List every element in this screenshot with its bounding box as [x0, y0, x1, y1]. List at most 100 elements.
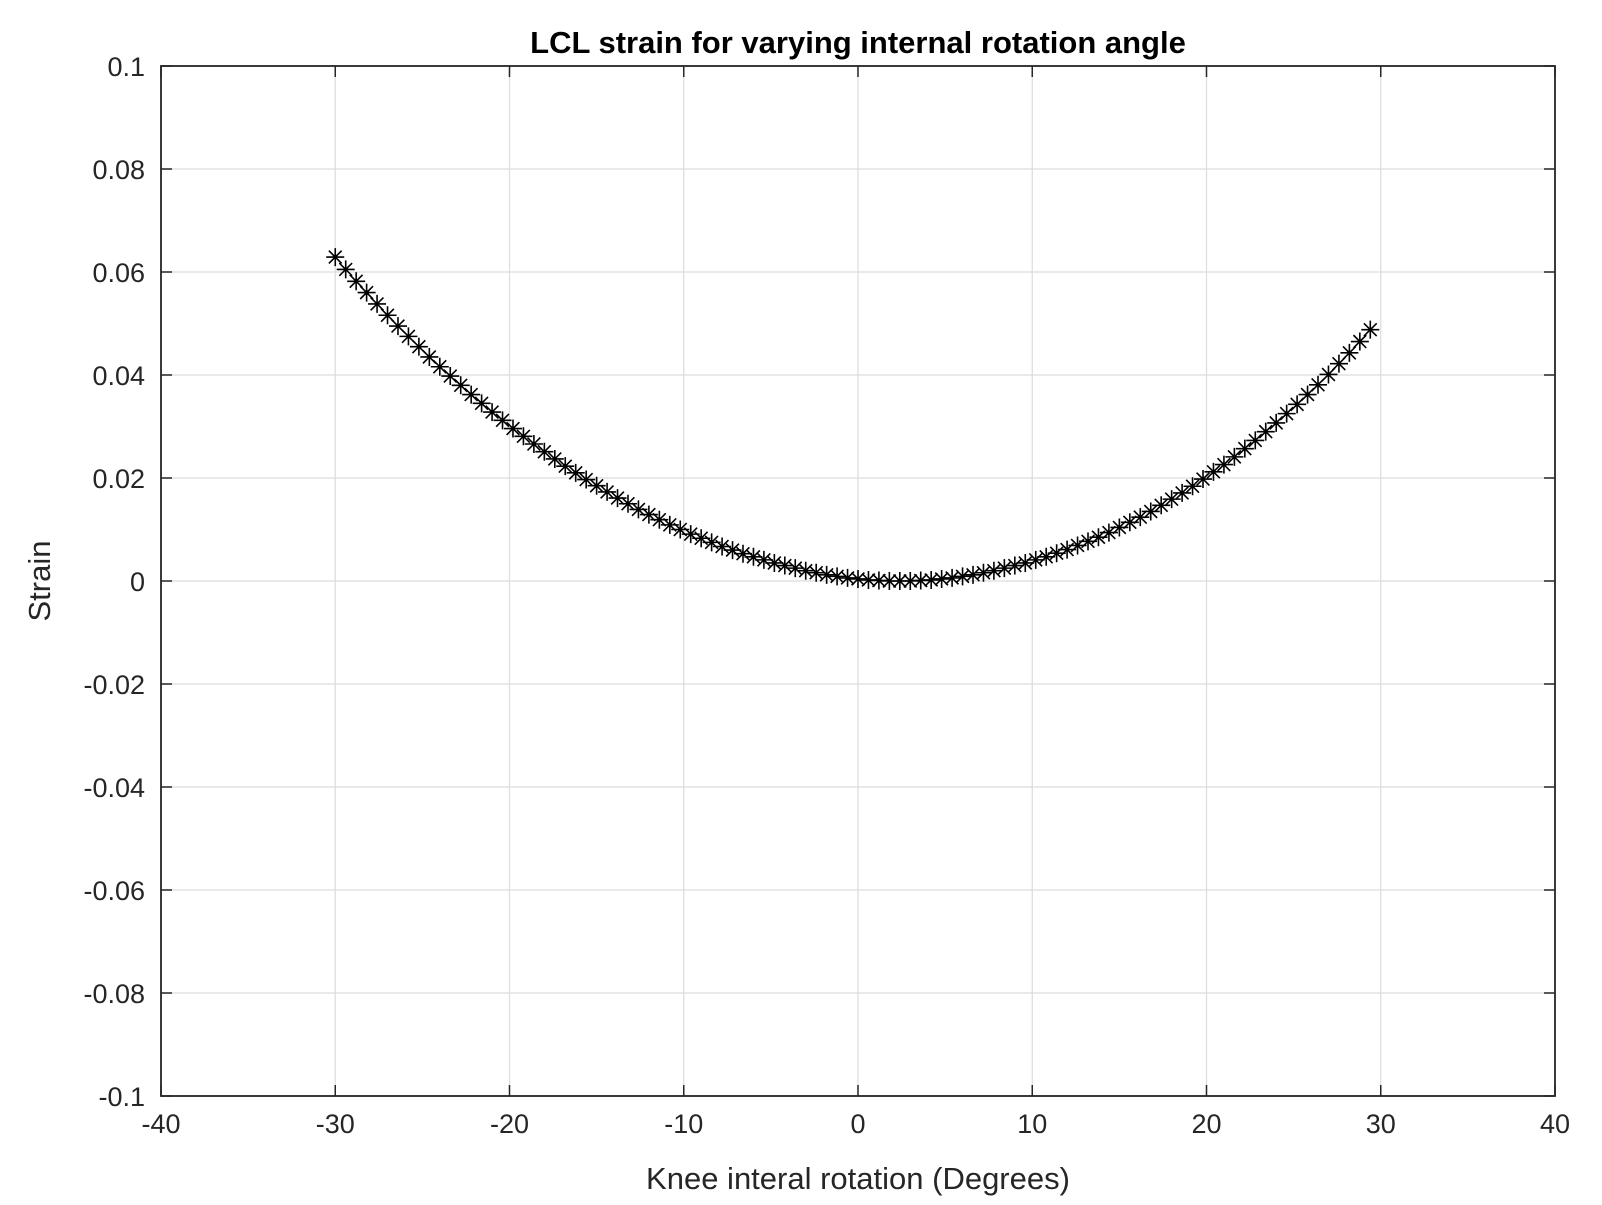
y-axis-label: Strain [22, 541, 57, 622]
data-point-marker [964, 565, 983, 584]
data-point-marker [347, 272, 366, 291]
data-point-marker [545, 449, 564, 468]
data-point-marker [1277, 404, 1296, 423]
data-point-marker [880, 572, 899, 590]
data-point-marker [1361, 320, 1380, 339]
data-point-marker [838, 568, 857, 587]
y-tick-label: -0.02 [83, 670, 145, 700]
data-point-marker [733, 544, 752, 563]
data-point-marker [556, 457, 575, 476]
data-point-marker [869, 571, 888, 590]
data-point-marker [1110, 518, 1129, 537]
x-axis-label: Knee interal rotation (Degrees) [646, 1161, 1070, 1196]
data-point-marker [911, 571, 930, 590]
data-point-marker [1162, 490, 1181, 509]
y-tick-label: -0.06 [83, 876, 145, 906]
data-point-marker [1194, 470, 1213, 489]
y-tick-label: -0.08 [83, 979, 145, 1009]
x-tick-label: -30 [316, 1109, 355, 1139]
data-point-marker [1058, 540, 1077, 559]
data-point-marker [587, 476, 606, 495]
data-point-marker [483, 403, 502, 422]
data-point-marker [1131, 508, 1150, 527]
data-point-marker [849, 569, 867, 588]
data-point-marker [388, 317, 407, 336]
data-point-marker [1350, 332, 1369, 351]
x-tick-label: 10 [1017, 1109, 1047, 1139]
data-point-marker [409, 337, 428, 356]
data-point-marker [1235, 439, 1254, 458]
data-point-marker [671, 520, 690, 539]
data-point-marker [608, 489, 627, 508]
data-point-marker [1267, 413, 1286, 432]
data-point-marker [577, 470, 596, 489]
x-tick-label: 20 [1191, 1109, 1221, 1139]
data-point-marker [932, 569, 951, 588]
data-point-marker [1037, 547, 1056, 566]
data-point-marker [1309, 375, 1328, 394]
y-tick-label: 0.06 [92, 258, 145, 288]
data-point-marker [357, 283, 376, 302]
data-point-marker [1225, 447, 1244, 466]
data-point-marker [1089, 528, 1108, 547]
data-point-marker [598, 482, 617, 501]
data-point-marker [786, 559, 805, 578]
data-point-marker [702, 533, 721, 552]
data-point-marker [493, 411, 512, 430]
data-point-marker [1329, 354, 1348, 373]
data-point-marker [503, 419, 522, 438]
data-point-marker [765, 553, 784, 572]
data-point-marker [890, 572, 909, 590]
x-tick-label: 40 [1540, 1109, 1570, 1139]
data-point-marker [974, 563, 993, 582]
data-point-marker [660, 515, 679, 534]
data-point-marker [1319, 365, 1338, 384]
data-point-marker [681, 525, 700, 544]
data-point-marker [535, 442, 554, 461]
data-point-marker [441, 367, 460, 386]
data-point-marker [922, 570, 941, 589]
x-tick-label: 30 [1366, 1109, 1396, 1139]
data-point-marker [462, 385, 481, 404]
data-point-marker [1152, 496, 1171, 515]
data-point-marker [1246, 431, 1265, 450]
data-point-marker [1099, 523, 1118, 542]
x-tick-label: 0 [850, 1109, 865, 1139]
data-point-marker [807, 563, 826, 582]
data-point-marker [744, 547, 763, 566]
y-tick-label: 0.04 [92, 361, 145, 391]
data-point-marker [692, 529, 711, 548]
data-point-marker [1026, 550, 1045, 569]
data-point-marker [639, 505, 658, 524]
y-tick-label: 0.08 [92, 155, 145, 185]
data-point-marker [817, 565, 836, 584]
data-point-marker [420, 347, 439, 366]
data-series [326, 248, 1380, 590]
data-point-marker [1141, 502, 1160, 521]
data-point-marker [1173, 483, 1192, 502]
y-tick-label: 0.1 [107, 52, 145, 82]
x-tick-label: -10 [664, 1109, 703, 1139]
data-point-marker [754, 550, 773, 569]
data-point-marker [618, 494, 637, 513]
y-tick-label: 0 [130, 567, 145, 597]
data-point-marker [451, 376, 470, 395]
data-point-marker [629, 500, 648, 519]
x-tick-label: -20 [490, 1109, 529, 1139]
data-point-marker [514, 427, 533, 446]
data-point-marker [524, 435, 543, 454]
data-point-marker [336, 260, 355, 279]
data-point-marker [984, 561, 1003, 580]
data-point-marker [430, 357, 449, 376]
data-point-marker [1204, 462, 1223, 481]
data-point-marker [1079, 532, 1098, 551]
data-point-marker [650, 510, 669, 529]
data-point-marker [943, 568, 962, 587]
data-point-marker [472, 394, 491, 413]
data-point-marker [1288, 395, 1307, 414]
x-tick-labels: -40 -30 -20 -10 0 10 20 30 40 [141, 1109, 1570, 1139]
data-point-marker [1047, 544, 1066, 563]
data-point-marker [326, 248, 345, 267]
